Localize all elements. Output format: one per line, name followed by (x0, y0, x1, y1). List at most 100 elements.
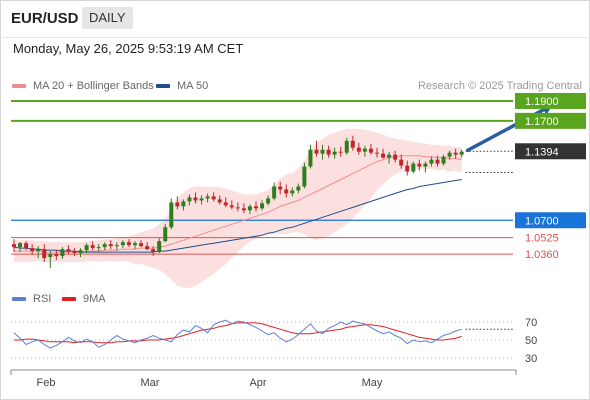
candle-body (278, 186, 283, 190)
ma20-swatch (12, 84, 26, 88)
candle (302, 162, 307, 189)
candle (157, 238, 162, 254)
candle-body (344, 140, 349, 153)
support-tag-label: 1.0360 (525, 249, 559, 261)
candle (145, 242, 150, 251)
candle (30, 244, 35, 256)
candle-body (399, 159, 404, 166)
candle-body (217, 199, 222, 203)
candle-body (205, 196, 210, 199)
support-tag-label: 1.0525 (525, 233, 559, 245)
candle (18, 242, 23, 253)
resistance-tag-label: 1.1700 (525, 116, 559, 128)
resistance-tag-label: 1.1900 (525, 96, 559, 108)
candle-body (211, 196, 216, 200)
candle-body (332, 151, 337, 155)
candle-body (163, 227, 168, 242)
candle (435, 155, 440, 167)
candle-body (326, 149, 331, 155)
rsi-label: RSI (33, 293, 52, 305)
candle (181, 199, 186, 211)
candle-body (320, 149, 325, 154)
candle-body (459, 151, 464, 155)
candle-body (290, 190, 295, 194)
rsi-swatch (12, 297, 26, 301)
candle-body (84, 245, 89, 251)
rsi-tick-label: 70 (525, 317, 537, 329)
candle (344, 137, 349, 155)
candle (241, 203, 246, 214)
candle (36, 246, 41, 259)
candle-body (272, 186, 277, 199)
rsi-ma-line (14, 322, 462, 344)
time-tick-label: Feb (37, 377, 56, 389)
candle-body (423, 163, 428, 167)
candle-body (381, 153, 386, 158)
candle-body (241, 208, 246, 211)
candle (78, 248, 83, 258)
pivot-tag-label: 1.0700 (525, 215, 559, 227)
rsi-ma-swatch (62, 297, 76, 301)
candle (350, 135, 355, 151)
last-price-tag (515, 143, 586, 160)
candle (453, 148, 458, 159)
candle (284, 184, 289, 198)
candle (187, 194, 192, 206)
candle (423, 161, 428, 173)
candle (459, 149, 464, 158)
candle (114, 242, 119, 251)
candle-body (362, 148, 367, 152)
candle-body (441, 156, 446, 164)
candle-body (54, 254, 59, 257)
candle (338, 146, 343, 157)
candle (260, 200, 265, 211)
candle-body (78, 250, 83, 254)
candle-body (12, 244, 16, 248)
candle (151, 246, 156, 257)
candle (72, 248, 77, 257)
candle (217, 195, 222, 205)
candle-body (187, 197, 192, 202)
candle (54, 250, 59, 261)
legend-ma20: MA 20 + Bollinger Bands (12, 80, 154, 92)
candle (60, 247, 65, 260)
candle (223, 197, 228, 208)
candle (163, 224, 168, 243)
candle (205, 193, 210, 203)
timeframe-badge[interactable]: DAILY (82, 7, 133, 29)
candle-body (42, 249, 47, 259)
candle (211, 192, 216, 202)
candle-body (260, 203, 265, 209)
rsi-tick-label: 30 (525, 353, 537, 365)
legend-rsi-ma: 9MA (62, 293, 106, 305)
candle (24, 241, 29, 251)
time-axis: Feb Mar Apr May (10, 369, 517, 389)
levels-layer (11, 99, 513, 255)
candle (84, 243, 89, 254)
candle-body (96, 247, 101, 249)
candle (411, 161, 416, 174)
time-tick-label: Apr (249, 377, 266, 389)
timestamp: Monday, May 26, 2025 9:53:19 AM CET (13, 41, 244, 56)
candle-body (199, 198, 204, 201)
last-price-tag-label: 1.1394 (525, 146, 559, 158)
candle (320, 144, 325, 160)
candle-body (60, 249, 65, 257)
pivot-tag (515, 212, 586, 229)
candle-body (175, 202, 180, 207)
candle (66, 245, 71, 255)
candle-body (356, 147, 361, 152)
ma50-swatch (156, 84, 170, 88)
candle (133, 241, 137, 250)
candle-body (266, 198, 271, 204)
candle (417, 159, 422, 171)
candle-body (447, 152, 452, 157)
candle-body (308, 149, 313, 167)
rsi-line (13, 319, 462, 349)
candle-body (411, 163, 416, 172)
symbol-title: EUR/USD (11, 10, 79, 27)
candle (139, 240, 144, 248)
candle (447, 150, 452, 160)
chart-header: EUR/USD DAILY (0, 0, 588, 37)
candle-body (375, 152, 379, 154)
